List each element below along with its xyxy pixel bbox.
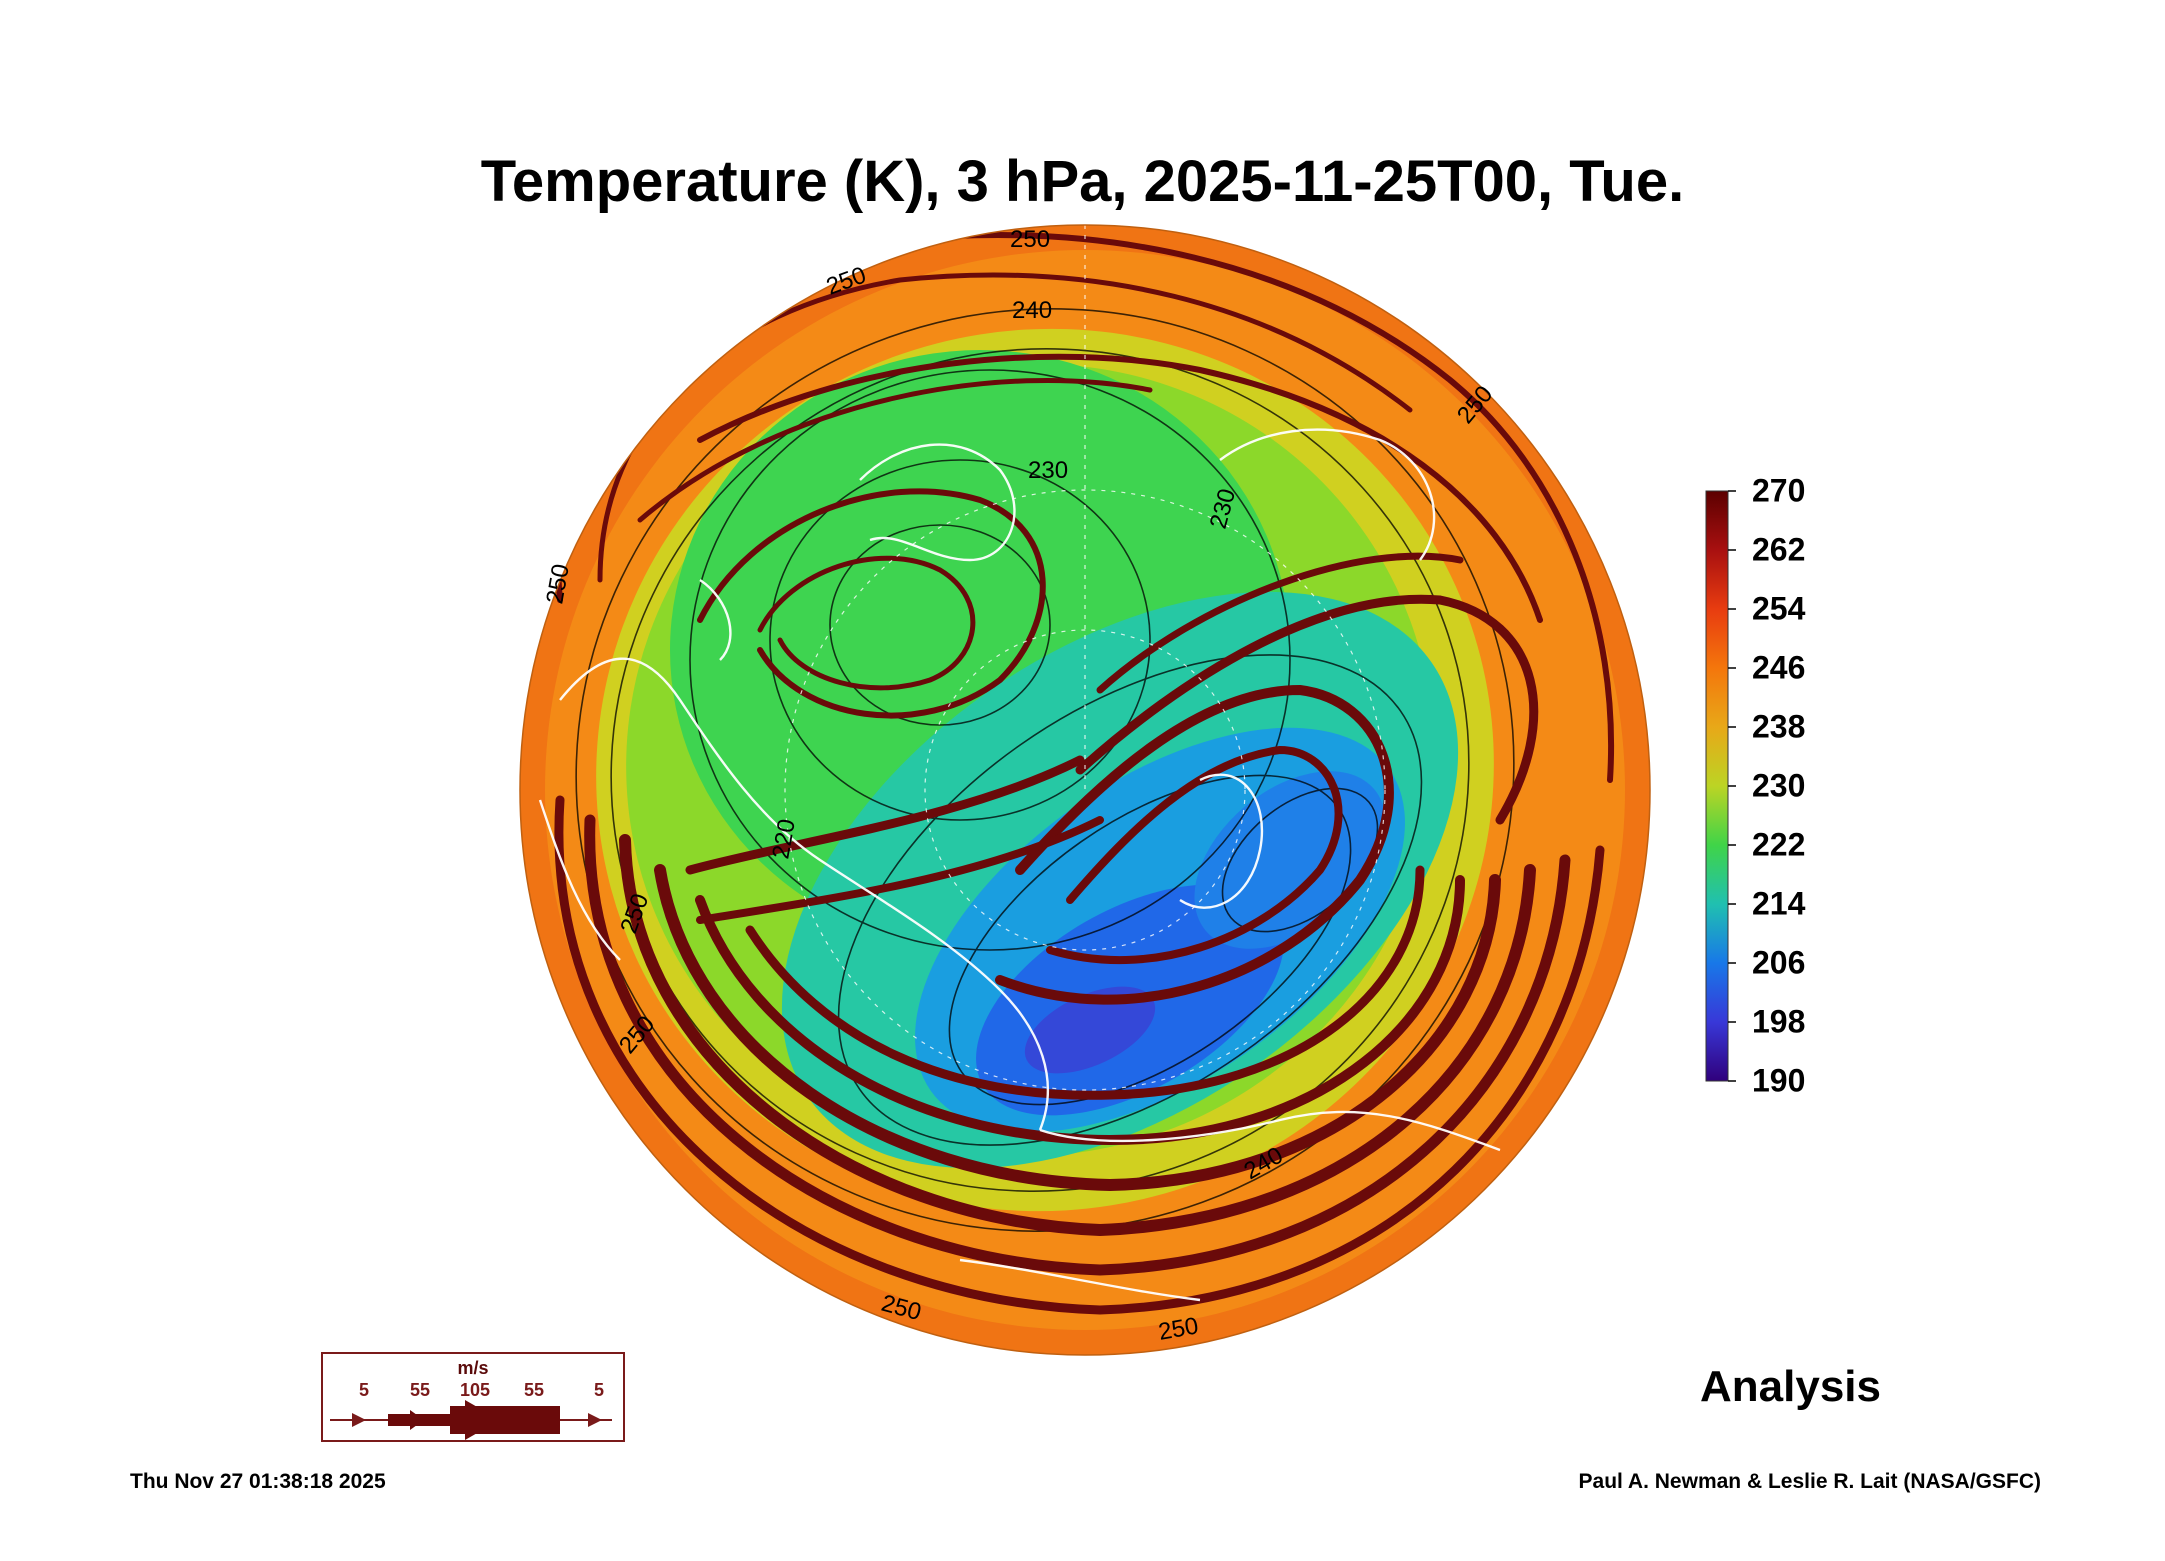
colorbar-tick-label: 198 — [1752, 1003, 1806, 1040]
wind-streamlines — [554, 232, 1615, 1315]
colorbar-tick-label: 214 — [1752, 885, 1806, 922]
wind-legend-speed: 105 — [459, 1380, 491, 1400]
page-title: Temperature (K), 3 hPa, 2025-11-25T00, T… — [480, 149, 1685, 214]
colorbar-tick-label: 270 — [1752, 472, 1806, 509]
wind-legend-arrow — [330, 1400, 612, 1440]
globe-edge — [519, 224, 1651, 1356]
analysis-label: Analysis — [1700, 1362, 1881, 1411]
wind-legend-speed: 5 — [593, 1380, 605, 1400]
contour-label: 230 — [1028, 457, 1068, 484]
temperature-field — [520, 225, 1650, 1355]
graticule — [784, 225, 1386, 1091]
contour-label: 240 — [1012, 297, 1052, 324]
colorbar-tick-label: 246 — [1752, 649, 1806, 686]
wind-legend-unit: m/s — [457, 1358, 489, 1378]
colorbar-tick-label: 206 — [1752, 944, 1806, 981]
colorbar-tick-label: 254 — [1752, 590, 1806, 627]
wind-legend-speed: 55 — [523, 1380, 545, 1400]
wind-legend-speed: 5 — [358, 1380, 370, 1400]
colorbar-tick-label: 238 — [1752, 708, 1806, 745]
wind-legend-speed: 55 — [409, 1380, 431, 1400]
colorbar — [1705, 490, 1729, 1082]
colorbar-tick-label: 230 — [1752, 767, 1806, 804]
colorbar-tick-label: 222 — [1752, 826, 1806, 863]
footer-date: Thu Nov 27 01:38:18 2025 — [130, 1470, 386, 1493]
colorbar-ticks — [1728, 490, 1736, 1082]
wind-legend: m/s 5 55 105 55 5 — [321, 1352, 625, 1442]
colorbar-tick-label: 190 — [1752, 1062, 1806, 1099]
footer-credit: Paul A. Newman & Leslie R. Lait (NASA/GS… — [1578, 1470, 2041, 1493]
contour-label: 250 — [1010, 226, 1050, 253]
coastlines — [538, 428, 1501, 1302]
colorbar-tick-label: 262 — [1752, 531, 1806, 568]
